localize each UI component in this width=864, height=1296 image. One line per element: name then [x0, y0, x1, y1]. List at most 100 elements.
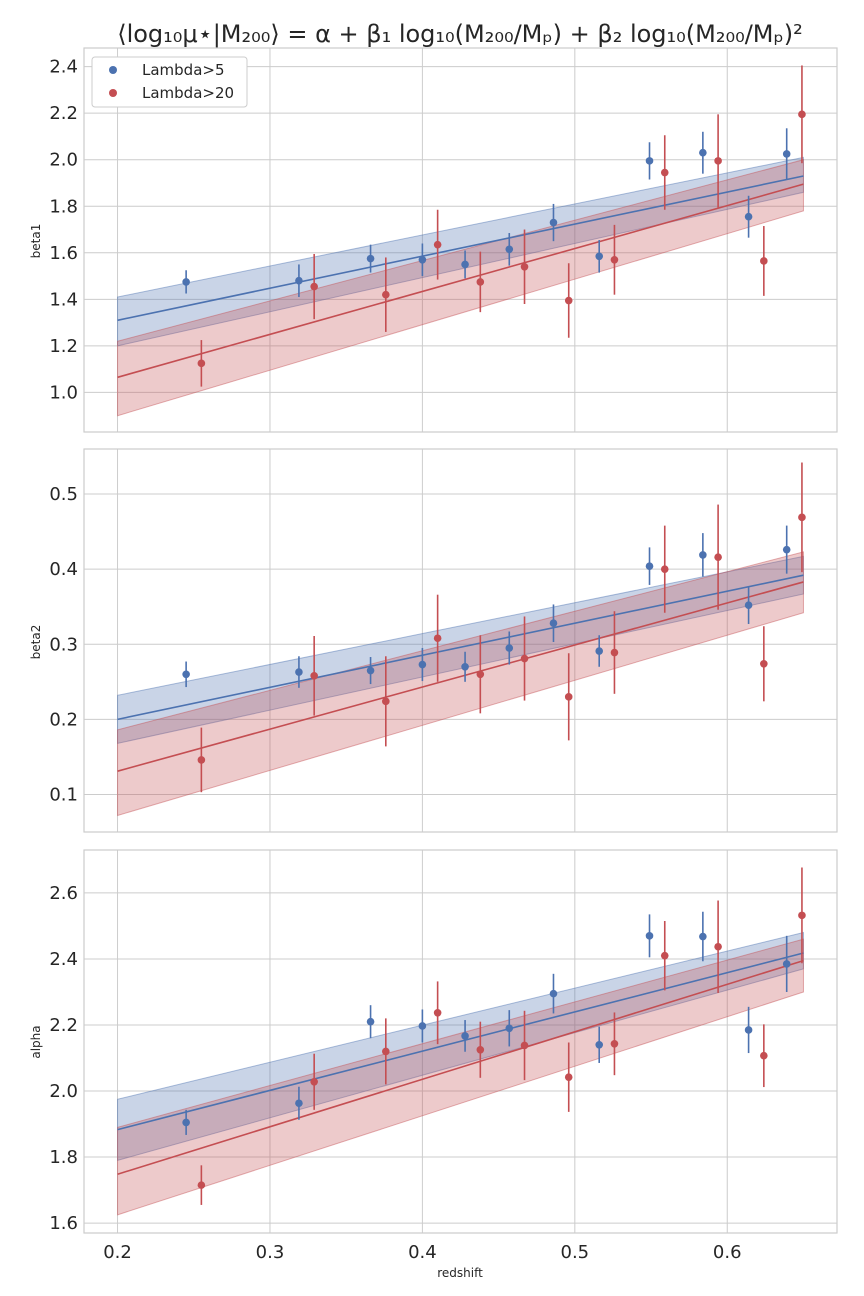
plot-frame — [83, 47, 838, 433]
data-point — [366, 666, 375, 675]
fit-line-blue — [117, 952, 804, 1131]
y-tick-label: 0.4 — [49, 559, 78, 580]
data-point — [182, 1118, 190, 1127]
data-point — [505, 1024, 514, 1033]
panel-beta2: 0.1 0.2 0.3 0.4 0.5 beta2 — [29, 448, 838, 833]
data-point — [549, 989, 558, 998]
legend-marker-lambda20 — [109, 89, 117, 97]
data-point — [520, 262, 529, 271]
data-point — [782, 545, 791, 554]
fit-line-blue — [117, 574, 804, 721]
data-point — [610, 1040, 619, 1048]
data-point — [760, 1051, 768, 1060]
fit-line-red — [117, 959, 804, 1175]
legend-label-lambda20: Lambda>20 — [142, 84, 234, 102]
data-point — [520, 654, 529, 663]
data-point — [595, 252, 604, 261]
data-point — [382, 1047, 390, 1056]
data-point — [476, 1045, 485, 1054]
data-point — [699, 551, 707, 559]
y-tick-label: 0.1 — [49, 784, 78, 805]
data-point — [197, 756, 206, 764]
legend: Lambda>5 Lambda>20 — [91, 56, 248, 108]
data-point — [549, 218, 558, 227]
data-point — [197, 1181, 206, 1189]
data-point — [564, 1073, 573, 1081]
y-tick-label: 2.4 — [49, 57, 78, 78]
data-point — [366, 1017, 375, 1026]
data-point — [433, 240, 442, 249]
y-tick-label: 2.6 — [49, 883, 78, 904]
data-point — [476, 278, 485, 286]
data-point — [744, 1026, 753, 1034]
fit-line-red — [117, 581, 804, 772]
data-point — [782, 960, 791, 968]
y-tick-label: 2.4 — [49, 949, 78, 970]
chart-title: ⟨log₁₀μ⋆|M₂₀₀⟩ = α + β₁ log₁₀(M₂₀₀/Mₚ) +… — [117, 20, 803, 48]
data-point — [310, 671, 318, 680]
data-point — [645, 157, 654, 165]
data-point — [295, 1099, 303, 1108]
data-point — [505, 644, 514, 652]
data-point — [461, 1032, 469, 1040]
data-point — [610, 255, 619, 264]
confidence-band-red — [117, 551, 804, 817]
data-point — [714, 157, 722, 165]
y-tick-label: 1.4 — [49, 289, 78, 310]
data-point — [461, 662, 469, 671]
data-point — [564, 693, 573, 701]
data-point — [182, 278, 190, 286]
data-point — [461, 260, 469, 269]
data-point — [699, 148, 707, 157]
data-point — [520, 1041, 529, 1050]
data-point — [699, 932, 707, 941]
y-tick-label: 2.0 — [49, 1081, 78, 1102]
data-point — [564, 296, 573, 305]
y-tick-label: 1.0 — [49, 382, 78, 403]
legend-marker-lambda5 — [109, 66, 117, 74]
data-point — [295, 668, 303, 676]
data-point — [433, 1008, 442, 1017]
data-point — [660, 565, 669, 573]
y-tick-label: 2.0 — [49, 150, 78, 171]
y-tick-label: 0.5 — [49, 484, 78, 505]
legend-label-lambda5: Lambda>5 — [142, 61, 225, 79]
x-tick-label: 0.3 — [256, 1242, 285, 1263]
data-point — [645, 932, 654, 940]
x-tick-label: 0.2 — [103, 1242, 132, 1263]
data-point — [798, 513, 806, 522]
y-tick-label: 1.6 — [49, 243, 78, 264]
x-tick-label: 0.5 — [561, 1242, 590, 1263]
confidence-band-blue — [117, 555, 804, 745]
data-point — [645, 562, 654, 570]
confidence-band-red — [117, 159, 804, 417]
confidence-band-blue — [117, 156, 804, 347]
panel-alpha: 1.6 1.8 2.0 2.2 2.4 2.6 0.2 0.3 0.4 0.5 0.6 alpha — [29, 849, 838, 1263]
data-point — [382, 697, 390, 706]
data-point — [760, 659, 768, 668]
data-point — [610, 648, 619, 657]
plot-frame — [83, 849, 838, 1234]
confidence-band-blue — [117, 931, 804, 1162]
data-point — [714, 942, 722, 951]
data-point — [595, 1041, 604, 1049]
data-point — [418, 255, 427, 264]
fit-line-red — [117, 183, 804, 379]
confidence-band-red — [117, 938, 804, 1216]
panel-beta1: 1.0 1.2 1.4 1.6 1.8 2.0 2.2 2.4 beta1 — [29, 47, 838, 433]
y-tick-label: 1.8 — [49, 196, 78, 217]
data-point — [595, 647, 604, 655]
data-point — [310, 1077, 318, 1086]
y-tick-label: 2.2 — [49, 103, 78, 124]
data-point — [782, 150, 791, 158]
data-point — [418, 660, 427, 669]
data-point — [549, 619, 558, 628]
x-axis-label: redshift — [437, 1266, 483, 1280]
data-point — [418, 1022, 427, 1030]
y-tick-label: 0.2 — [49, 709, 78, 730]
data-point — [660, 168, 669, 177]
data-point — [382, 290, 390, 299]
data-point — [366, 254, 375, 263]
x-tick-label: 0.4 — [408, 1242, 437, 1263]
